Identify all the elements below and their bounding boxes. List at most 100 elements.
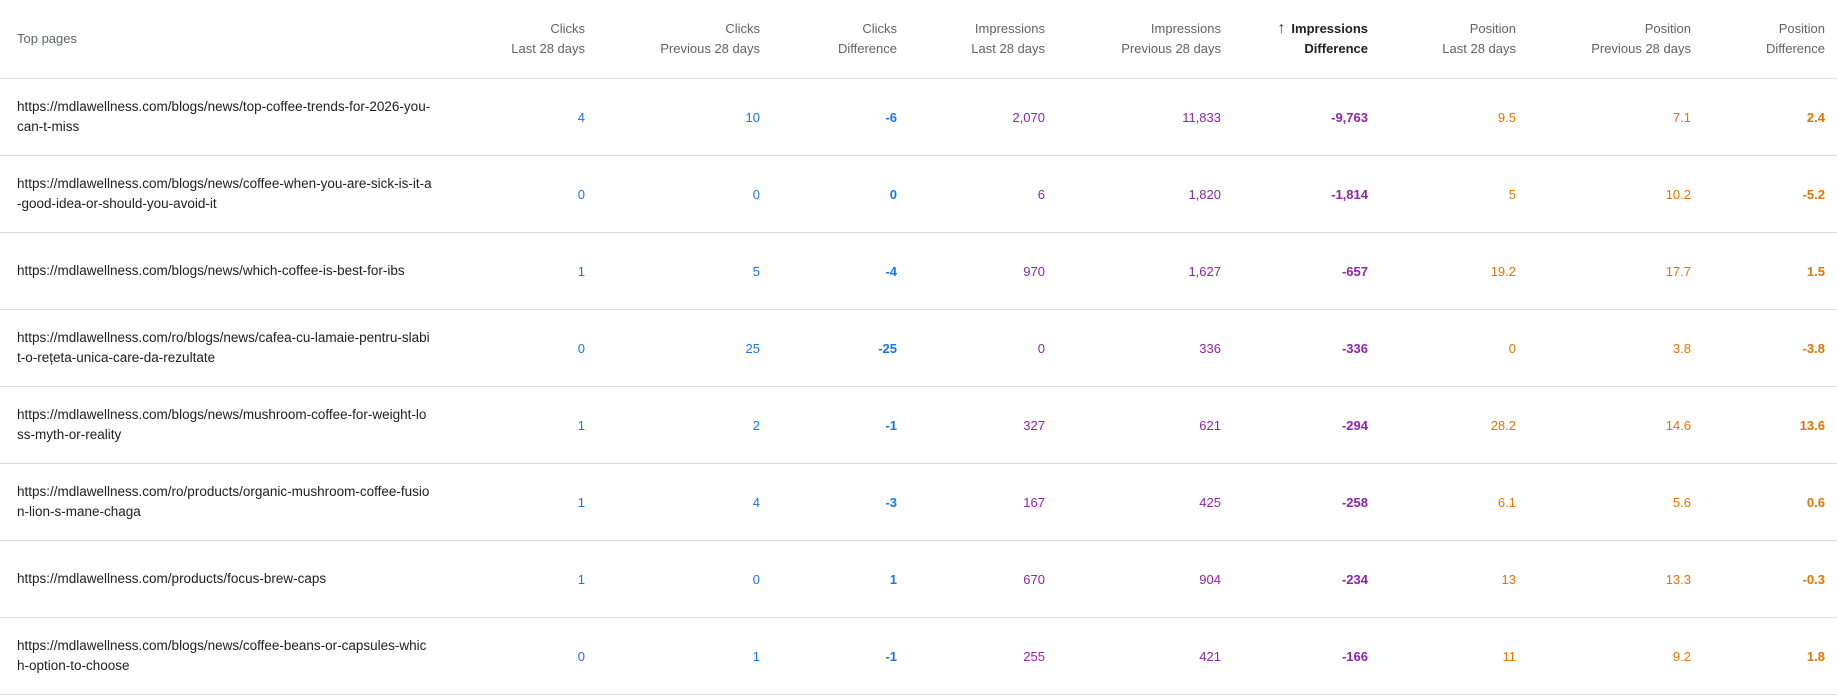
position-last-cell: 9.5 (1368, 78, 1516, 156)
impressions-previous-cell: 1,820 (1045, 155, 1221, 233)
page-url-cell: https://mdlawellness.com/blogs/news/top-… (0, 78, 460, 156)
column-header-impressions-difference[interactable]: ↑ Impressions Difference (1221, 0, 1368, 79)
column-header-metric: Position (1469, 21, 1516, 36)
clicks-last-cell: 0 (460, 309, 585, 387)
clicks-previous-cell: 0 (585, 540, 760, 618)
column-header-metric: Clicks (862, 21, 897, 36)
column-header-metric: Impressions (1150, 21, 1221, 36)
column-header-period: Previous 28 days (1591, 41, 1691, 56)
column-header-impressions-previous[interactable]: Impressions Previous 28 days (1045, 0, 1221, 79)
impressions-last-cell: 6 (897, 155, 1045, 233)
page-url-cell: https://mdlawellness.com/ro/blogs/news/c… (0, 309, 460, 387)
clicks-last-cell: 1 (460, 232, 585, 310)
page-url[interactable]: https://mdlawellness.com/ro/blogs/news/c… (17, 330, 430, 365)
column-header-period: Difference (1304, 41, 1368, 56)
column-header-metric: Position (1778, 21, 1825, 36)
table-row[interactable]: https://mdlawellness.com/blogs/news/whic… (0, 232, 1837, 310)
column-header-clicks-last[interactable]: Clicks Last 28 days (460, 0, 585, 79)
impressions-previous-cell: 336 (1045, 309, 1221, 387)
position-difference-cell: 13.6 (1691, 386, 1837, 464)
column-header-position-difference[interactable]: Position Difference (1691, 0, 1837, 79)
impressions-last-cell: 970 (897, 232, 1045, 310)
clicks-last-cell: 0 (460, 155, 585, 233)
clicks-last-cell: 0 (460, 617, 585, 695)
column-header-period: Last 28 days (971, 41, 1045, 56)
clicks-last-cell: 1 (460, 463, 585, 541)
position-difference-cell: -3.8 (1691, 309, 1837, 387)
column-header-period: Last 28 days (1442, 41, 1516, 56)
impressions-difference-cell: -294 (1221, 386, 1368, 464)
page-url-cell: https://mdlawellness.com/blogs/news/coff… (0, 155, 460, 233)
column-header-clicks-previous[interactable]: Clicks Previous 28 days (585, 0, 760, 79)
position-last-cell: 19.2 (1368, 232, 1516, 310)
column-header-period: Previous 28 days (1121, 41, 1221, 56)
table-row[interactable]: https://mdlawellness.com/products/focus-… (0, 540, 1837, 618)
page-url[interactable]: https://mdlawellness.com/blogs/news/mush… (17, 407, 427, 442)
clicks-difference-cell: -25 (760, 309, 897, 387)
column-header-period: Previous 28 days (660, 41, 760, 56)
table-row[interactable]: https://mdlawellness.com/blogs/news/top-… (0, 78, 1837, 156)
impressions-last-cell: 255 (897, 617, 1045, 695)
clicks-previous-cell: 10 (585, 78, 760, 156)
page-url[interactable]: https://mdlawellness.com/products/focus-… (17, 571, 327, 586)
page-url-cell: https://mdlawellness.com/products/focus-… (0, 540, 460, 618)
column-header-metric: Clicks (725, 21, 760, 36)
position-difference-cell: -5.2 (1691, 155, 1837, 233)
page-url-cell: https://mdlawellness.com/blogs/news/mush… (0, 386, 460, 464)
column-header-position-previous[interactable]: Position Previous 28 days (1516, 0, 1691, 79)
page-url[interactable]: https://mdlawellness.com/ro/products/org… (17, 484, 430, 519)
position-difference-cell: 2.4 (1691, 78, 1837, 156)
column-header-period: Last 28 days (511, 41, 585, 56)
table-row[interactable]: https://mdlawellness.com/blogs/news/coff… (0, 155, 1837, 233)
table-row[interactable]: https://mdlawellness.com/ro/blogs/news/c… (0, 309, 1837, 387)
impressions-previous-cell: 1,627 (1045, 232, 1221, 310)
page-url[interactable]: https://mdlawellness.com/blogs/news/coff… (17, 176, 432, 211)
page-url-cell: https://mdlawellness.com/blogs/news/coff… (0, 617, 460, 695)
column-header-metric: Clicks (550, 21, 585, 36)
position-previous-cell: 17.7 (1516, 232, 1691, 310)
clicks-previous-cell: 5 (585, 232, 760, 310)
column-header-impressions-last[interactable]: Impressions Last 28 days (897, 0, 1045, 79)
clicks-difference-cell: -6 (760, 78, 897, 156)
table-row[interactable]: https://mdlawellness.com/blogs/news/coff… (0, 617, 1837, 695)
page-url[interactable]: https://mdlawellness.com/blogs/news/coff… (17, 638, 427, 673)
clicks-difference-cell: 0 (760, 155, 897, 233)
position-previous-cell: 10.2 (1516, 155, 1691, 233)
page-url[interactable]: https://mdlawellness.com/blogs/news/top-… (17, 99, 431, 134)
column-header-metric: Impressions (974, 21, 1045, 36)
column-header-label: Top pages (17, 31, 77, 46)
position-last-cell: 13 (1368, 540, 1516, 618)
column-header-top-pages[interactable]: Top pages (0, 0, 460, 79)
position-last-cell: 11 (1368, 617, 1516, 695)
position-previous-cell: 14.6 (1516, 386, 1691, 464)
clicks-previous-cell: 25 (585, 309, 760, 387)
clicks-difference-cell: -3 (760, 463, 897, 541)
clicks-difference-cell: -1 (760, 617, 897, 695)
column-header-clicks-difference[interactable]: Clicks Difference (760, 0, 897, 79)
position-last-cell: 6.1 (1368, 463, 1516, 541)
table-row[interactable]: https://mdlawellness.com/blogs/news/mush… (0, 386, 1837, 464)
impressions-previous-cell: 904 (1045, 540, 1221, 618)
impressions-last-cell: 2,070 (897, 78, 1045, 156)
clicks-last-cell: 1 (460, 540, 585, 618)
clicks-difference-cell: -1 (760, 386, 897, 464)
impressions-difference-cell: -336 (1221, 309, 1368, 387)
position-previous-cell: 7.1 (1516, 78, 1691, 156)
clicks-previous-cell: 2 (585, 386, 760, 464)
table-row[interactable]: https://mdlawellness.com/ro/products/org… (0, 463, 1837, 541)
header-row: Top pages Clicks Last 28 days Clicks Pre… (0, 0, 1837, 79)
impressions-previous-cell: 11,833 (1045, 78, 1221, 156)
impressions-last-cell: 327 (897, 386, 1045, 464)
impressions-previous-cell: 421 (1045, 617, 1221, 695)
impressions-difference-cell: -258 (1221, 463, 1368, 541)
clicks-previous-cell: 1 (585, 617, 760, 695)
column-header-metric: Position (1644, 21, 1691, 36)
impressions-last-cell: 670 (897, 540, 1045, 618)
clicks-previous-cell: 0 (585, 155, 760, 233)
position-difference-cell: 0.6 (1691, 463, 1837, 541)
column-header-position-last[interactable]: Position Last 28 days (1368, 0, 1516, 79)
page-url[interactable]: https://mdlawellness.com/blogs/news/whic… (17, 263, 405, 278)
position-difference-cell: -0.3 (1691, 540, 1837, 618)
position-difference-cell: 1.5 (1691, 232, 1837, 310)
